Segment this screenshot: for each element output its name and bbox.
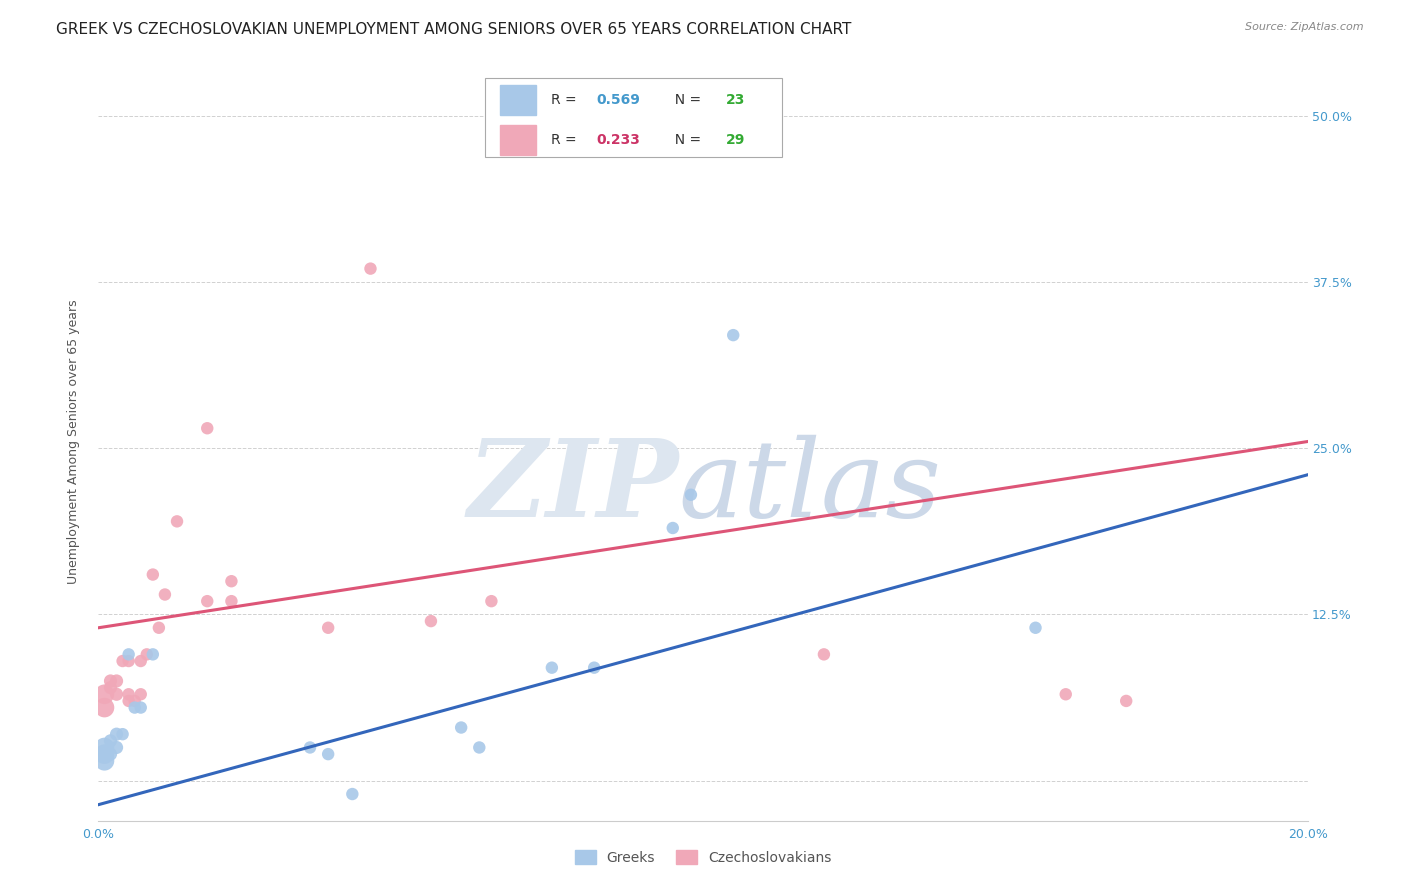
Point: [135, 648, 157, 662]
Point: [540, 661, 562, 675]
Point: [93, 740, 115, 755]
Point: [105, 727, 128, 741]
Text: Source: ZipAtlas.com: Source: ZipAtlas.com: [1246, 22, 1364, 32]
Point: [723, 328, 745, 343]
FancyBboxPatch shape: [485, 78, 782, 157]
Point: [299, 740, 322, 755]
Point: [148, 621, 170, 635]
Legend: Greeks, Czechoslovakians: Greeks, Czechoslovakians: [569, 845, 837, 871]
Point: [93, 687, 115, 701]
Point: [195, 594, 218, 608]
Point: [813, 648, 835, 662]
Point: [93, 700, 115, 714]
Point: [166, 514, 188, 528]
Point: [93, 747, 115, 761]
Point: [679, 488, 702, 502]
Point: [153, 587, 176, 601]
Text: N =: N =: [665, 133, 704, 146]
Point: [316, 747, 339, 761]
Text: 23: 23: [725, 93, 745, 107]
Text: atlas: atlas: [679, 434, 942, 540]
Point: [142, 648, 165, 662]
Text: R =: R =: [551, 133, 581, 146]
Bar: [501, 85, 536, 115]
Point: [118, 654, 141, 668]
Point: [221, 594, 243, 608]
Point: [105, 740, 128, 755]
Y-axis label: Unemployment Among Seniors over 65 years: Unemployment Among Seniors over 65 years: [67, 299, 80, 584]
Point: [105, 687, 128, 701]
Point: [481, 594, 503, 608]
Text: R =: R =: [551, 93, 581, 107]
Point: [100, 673, 122, 688]
Point: [129, 700, 152, 714]
Point: [142, 567, 165, 582]
Bar: [501, 125, 536, 155]
Point: [360, 261, 382, 276]
Point: [1115, 694, 1137, 708]
Text: 29: 29: [725, 133, 745, 146]
Point: [111, 727, 134, 741]
Text: 0.569: 0.569: [596, 93, 641, 107]
Point: [105, 673, 128, 688]
Point: [118, 694, 141, 708]
Point: [1024, 621, 1046, 635]
Point: [420, 614, 443, 628]
Point: [468, 740, 491, 755]
Point: [118, 648, 141, 662]
Point: [450, 721, 472, 735]
Point: [100, 681, 122, 695]
Point: [583, 661, 606, 675]
Point: [111, 654, 134, 668]
Text: 0.233: 0.233: [596, 133, 641, 146]
Point: [342, 787, 364, 801]
Point: [124, 694, 146, 708]
Point: [661, 521, 683, 535]
Point: [100, 747, 122, 761]
Point: [1054, 687, 1077, 701]
Text: N =: N =: [665, 93, 704, 107]
Point: [195, 421, 218, 435]
Point: [93, 754, 115, 768]
Point: [129, 654, 152, 668]
Point: [124, 700, 146, 714]
Point: [100, 734, 122, 748]
Text: ZIP: ZIP: [467, 434, 679, 540]
Point: [221, 574, 243, 589]
Point: [118, 687, 141, 701]
Point: [316, 621, 339, 635]
Point: [129, 687, 152, 701]
Text: GREEK VS CZECHOSLOVAKIAN UNEMPLOYMENT AMONG SENIORS OVER 65 YEARS CORRELATION CH: GREEK VS CZECHOSLOVAKIAN UNEMPLOYMENT AM…: [56, 22, 852, 37]
